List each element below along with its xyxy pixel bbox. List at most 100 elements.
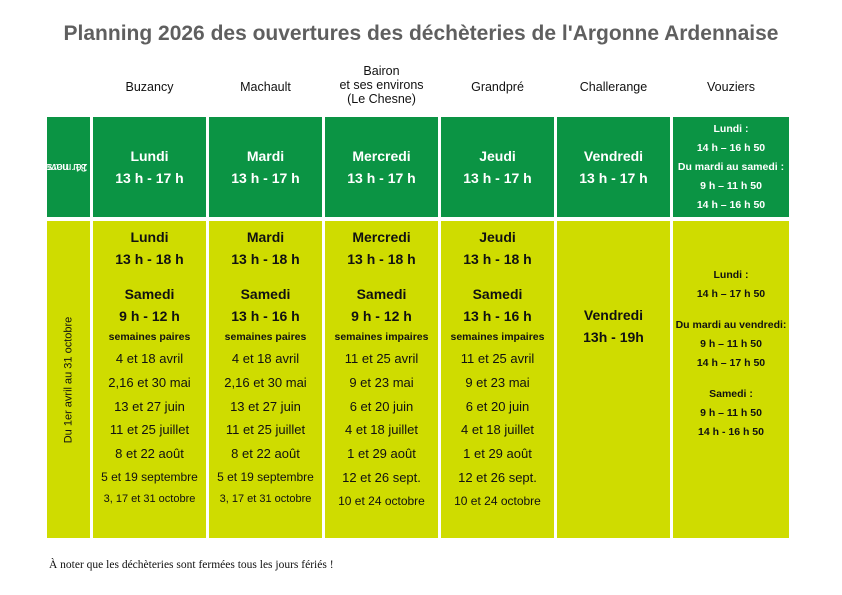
cell-hours: 13 h - 17 h <box>347 170 416 186</box>
vouziers-line: 14 h – 16 h 50 <box>696 198 766 211</box>
date-line: 13 et 27 juin <box>114 398 185 414</box>
cell-hours: 13 h - 17 h <box>115 170 184 186</box>
row-label-winter: Du 1er novembre au 31 mars <box>20 117 105 217</box>
cell-hours: 13 h - 18 h <box>115 251 184 267</box>
vouziers-line: 9 h – 11 h 50 <box>700 338 762 350</box>
date-line: 11 et 25 juillet <box>109 422 190 438</box>
date-line: 11 et 25 avril <box>344 351 419 366</box>
date-line: 4 et 18 juillet <box>345 422 418 438</box>
cell-hours: 13 h - 17 h <box>463 170 532 186</box>
date-line: 10 et 24 octobre <box>338 493 425 508</box>
cell-hours: 13 h - 17 h <box>579 170 648 186</box>
vouziers-line: 14 h – 16 h 50 <box>696 141 766 154</box>
cell-hours: 13 h - 18 h <box>231 251 300 267</box>
column-header-machault: Machault <box>209 60 322 114</box>
cell-weeks: semaines impaires <box>450 331 545 343</box>
summer-cell-grandpre: Jeudi 13 h - 18 h Samedi 13 h - 16 h sem… <box>441 221 554 538</box>
column-header-buzancy: Buzancy <box>93 60 206 114</box>
cell-dates: 11 et 25 avril 9 et 23 mai 6 et 20 juin … <box>441 347 554 514</box>
vouziers-line: Samedi : <box>709 388 753 400</box>
winter-cell-grandpre: Jeudi 13 h - 17 h <box>441 117 554 217</box>
cell-day: Jeudi <box>479 229 516 245</box>
date-line: 1 et 29 août <box>463 446 532 462</box>
date-line: 2,16 et 30 mai <box>224 374 307 390</box>
cell-day: Lundi <box>130 148 169 164</box>
date-line: 12 et 26 sept. <box>342 469 421 485</box>
summer-cell-buzancy: Lundi 13 h - 18 h Samedi 9 h - 12 h sema… <box>93 221 206 538</box>
date-line: 10 et 24 octobre <box>454 493 541 508</box>
column-header-label: Bairon <box>363 64 400 78</box>
vouziers-line: Lundi : <box>713 269 749 281</box>
vouziers-line: Du mardi au vendredi: <box>675 319 787 331</box>
column-header-label: (Le Chesne) <box>347 92 416 106</box>
cell-weeks: semaines impaires <box>334 331 429 343</box>
date-line: 2,16 et 30 mai <box>108 374 191 390</box>
date-line: 1 et 29 août <box>347 446 416 462</box>
date-line: 4 et 18 avril <box>115 351 184 366</box>
date-line: 11 et 25 avril <box>460 351 535 366</box>
vouziers-line: 14 h - 16 h 50 <box>698 426 764 438</box>
cell-saturday: Samedi <box>472 286 523 302</box>
cell-saturday-hours: 13 h - 16 h <box>463 308 532 324</box>
cell-hours: 13 h - 17 h <box>231 170 300 186</box>
winter-cell-vouziers: Lundi : 14 h – 16 h 50 Du mardi au samed… <box>673 117 789 217</box>
date-line: 8 et 22 août <box>231 446 300 462</box>
cell-saturday-hours: 13 h - 16 h <box>231 308 300 324</box>
cell-dates: 4 et 18 avril 2,16 et 30 mai 13 et 27 ju… <box>93 347 206 508</box>
winter-cell-buzancy: Lundi 13 h - 17 h <box>93 117 206 217</box>
summer-cell-bairon: Mercredi 13 h - 18 h Samedi 9 h - 12 h s… <box>325 221 438 538</box>
column-header-grandpre: Grandpré <box>441 60 554 114</box>
page-title: Planning 2026 des ouvertures des déchète… <box>63 22 779 45</box>
date-line: 3, 17 et 31 octobre <box>219 492 312 505</box>
summer-cell-challerange: Vendredi 13h - 19h <box>557 221 670 538</box>
winter-cell-bairon: Mercredi 13 h - 17 h <box>325 117 438 217</box>
summer-cell-machault: Mardi 13 h - 18 h Samedi 13 h - 16 h sem… <box>209 221 322 538</box>
cell-day: Vendredi <box>583 148 644 164</box>
column-header-label: Buzancy <box>125 80 174 94</box>
cell-saturday: Samedi <box>124 286 175 302</box>
vouziers-line: 14 h – 17 h 50 <box>696 357 766 369</box>
cell-saturday-hours: 9 h - 12 h <box>351 308 412 324</box>
column-header-label: Vouziers <box>707 80 755 94</box>
column-header-label: Machault <box>240 80 291 94</box>
summer-cell-vouziers: Lundi : 14 h – 17 h 50 Du mardi au vendr… <box>673 221 789 538</box>
column-header-label: Grandpré <box>471 80 524 94</box>
column-header-bairon: Bairon et ses environs (Le Chesne) <box>325 58 438 112</box>
date-line: 3, 17 et 31 octobre <box>103 492 196 505</box>
date-line: 6 et 20 juin <box>465 398 530 414</box>
date-line: 4 et 18 juillet <box>461 422 534 438</box>
date-line: 8 et 22 août <box>115 446 184 462</box>
cell-weeks: semaines paires <box>224 331 307 343</box>
date-line: 9 et 23 mai <box>349 374 414 390</box>
cell-dates: 11 et 25 avril 9 et 23 mai 6 et 20 juin … <box>325 347 438 514</box>
cell-weeks: semaines paires <box>108 331 191 343</box>
cell-saturday: Samedi <box>240 286 291 302</box>
cell-hours: 13h - 19h <box>583 329 644 345</box>
vouziers-line: 9 h – 11 h 50 <box>700 407 762 419</box>
cell-day: Mardi <box>246 229 285 245</box>
footer-note: À noter que les déchèteries sont fermées… <box>49 559 334 571</box>
cell-dates: 4 et 18 avril 2,16 et 30 mai 13 et 27 ju… <box>209 347 322 508</box>
row-label-summer: Du 1er avril au 31 octobre <box>47 221 90 538</box>
column-header-vouziers: Vouziers <box>673 60 789 114</box>
vouziers-line: 14 h – 17 h 50 <box>696 288 766 300</box>
column-header-label: Challerange <box>579 80 648 94</box>
cell-hours: 13 h - 18 h <box>347 251 416 267</box>
cell-day: Vendredi <box>583 307 644 323</box>
date-line: 13 et 27 juin <box>230 398 301 414</box>
cell-day: Lundi <box>130 229 169 245</box>
vouziers-line: Lundi : <box>713 122 749 135</box>
winter-cell-challerange: Vendredi 13 h - 17 h <box>557 117 670 217</box>
cell-day: Mercredi <box>352 229 411 245</box>
vouziers-line: Du mardi au samedi : <box>677 160 785 173</box>
date-line: 9 et 23 mai <box>465 374 530 390</box>
date-line: 5 et 19 septembre <box>217 469 314 484</box>
date-line: 11 et 25 juillet <box>225 422 306 438</box>
date-line: 4 et 18 avril <box>231 351 300 366</box>
cell-day: Mercredi <box>352 148 411 164</box>
winter-cell-machault: Mardi 13 h - 17 h <box>209 117 322 217</box>
column-header-label: et ses environs <box>339 78 424 92</box>
date-line: 5 et 19 septembre <box>101 469 198 484</box>
cell-saturday: Samedi <box>356 286 407 302</box>
date-line: 12 et 26 sept. <box>458 469 537 485</box>
